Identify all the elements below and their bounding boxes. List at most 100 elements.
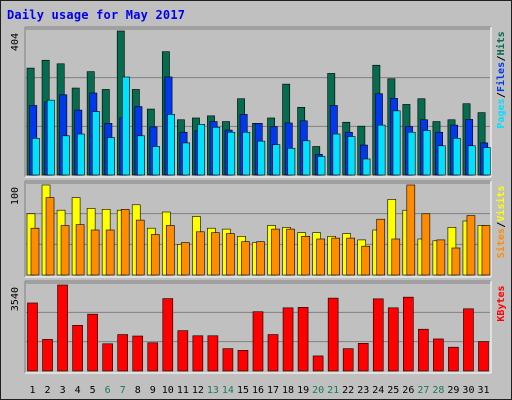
pages-bar: [362, 158, 371, 176]
sites-bar: [391, 238, 401, 276]
pages-bar: [61, 135, 70, 176]
sites-bar: [301, 236, 310, 276]
sites-bar: [451, 247, 461, 276]
kbytes-bar: [403, 296, 414, 372]
hits-legend-files: Files: [495, 62, 507, 92]
day-label: 27: [417, 385, 429, 396]
kbytes-bar: [463, 308, 474, 372]
sites-bar: [346, 237, 355, 276]
pages-bar: [46, 99, 55, 176]
hits-legend-hits: Hits: [495, 31, 507, 55]
sites-bar: [150, 234, 160, 276]
day-label: 29: [447, 385, 459, 396]
day-label: 10: [162, 385, 174, 396]
day-label: 30: [462, 385, 474, 396]
sites-bar: [30, 227, 40, 276]
sites-bar: [60, 225, 70, 276]
kbytes-bar: [312, 355, 324, 372]
pages-bar: [152, 146, 160, 176]
sites-bar: [466, 215, 476, 276]
kbytes-bar: [357, 343, 369, 372]
day-label: 20: [312, 385, 324, 396]
kbytes-bar: [372, 298, 384, 372]
hits-legend-separator: /: [496, 55, 507, 61]
sites-bar: [406, 184, 416, 276]
kbytes-bar: [42, 339, 53, 372]
kbytes-bar: [102, 343, 113, 372]
day-label: 13: [207, 385, 219, 396]
sites-bar: [120, 209, 130, 276]
day-label: 8: [135, 385, 141, 396]
sites-bar: [256, 241, 265, 276]
pages-bar: [317, 156, 326, 176]
pages-bar: [107, 137, 115, 176]
chart-title: Daily usage for May 2017: [7, 8, 186, 22]
day-label: 12: [192, 385, 204, 396]
kbytes-legend-kbytes: KBytes: [496, 285, 507, 321]
sites-bar: [165, 225, 175, 276]
pages-bar: [392, 110, 401, 176]
sites-bar: [481, 225, 491, 276]
pages-bar: [302, 140, 311, 176]
sites-bar: [90, 229, 100, 276]
pages-bar: [452, 137, 461, 176]
sites-bar: [45, 197, 55, 276]
pages-bar: [182, 142, 191, 176]
kbytes-bar: [282, 307, 294, 372]
kbytes-bar: [192, 335, 204, 372]
kbytes-bar: [57, 284, 68, 372]
pages-bar: [422, 130, 431, 176]
day-label: 31: [477, 385, 489, 396]
kbytes-bar: [387, 307, 399, 372]
sites-bar: [135, 219, 145, 276]
day-label: 9: [150, 385, 156, 396]
pages-bar: [31, 137, 40, 176]
day-label: 7: [120, 385, 126, 396]
day-label: 2: [45, 385, 51, 396]
visits-legend-separator: /: [496, 222, 507, 228]
kbytes-ymax-label: 3540: [10, 287, 21, 311]
day-label: 17: [267, 385, 279, 396]
kbytes-bar: [222, 348, 234, 372]
day-label: 1: [30, 385, 36, 396]
kbytes-bar: [478, 341, 489, 372]
kbytes-bar: [87, 313, 98, 372]
day-label: 3: [60, 385, 66, 396]
sites-bar: [226, 233, 235, 276]
hits-legend-separator: /: [496, 92, 507, 98]
kbytes-bar: [72, 325, 83, 372]
sites-bar: [361, 245, 371, 276]
pages-bar: [122, 76, 130, 176]
sites-bar: [241, 241, 250, 276]
day-label: 19: [297, 385, 309, 396]
sites-bar: [196, 231, 205, 276]
kbytes-bar: [448, 346, 459, 372]
pages-bar: [137, 135, 145, 176]
pages-bar: [347, 136, 356, 176]
pages-bar: [212, 126, 221, 176]
day-label: 14: [222, 385, 234, 396]
kbytes-bar: [267, 334, 279, 372]
day-label: 25: [387, 385, 399, 396]
kbytes-bar: [237, 350, 249, 372]
pages-bar: [482, 147, 491, 176]
hits-legend-pages: Pages: [496, 98, 507, 128]
day-label: 15: [237, 385, 249, 396]
sites-bar: [75, 224, 85, 276]
day-label: 16: [252, 385, 264, 396]
visits-ymax-label: 100: [10, 187, 21, 205]
visits-legend-visits: Visits: [495, 185, 507, 221]
kbytes-bar: [177, 330, 189, 372]
pages-bar: [92, 111, 100, 176]
kbytes-bar: [342, 348, 354, 372]
day-label: 26: [402, 385, 414, 396]
day-label: 18: [282, 385, 294, 396]
pages-bar: [242, 131, 251, 176]
sites-bar: [271, 228, 280, 276]
day-label: 5: [90, 385, 96, 396]
sites-bar: [181, 242, 190, 276]
sites-bar: [436, 239, 446, 276]
day-label: 28: [432, 385, 444, 396]
